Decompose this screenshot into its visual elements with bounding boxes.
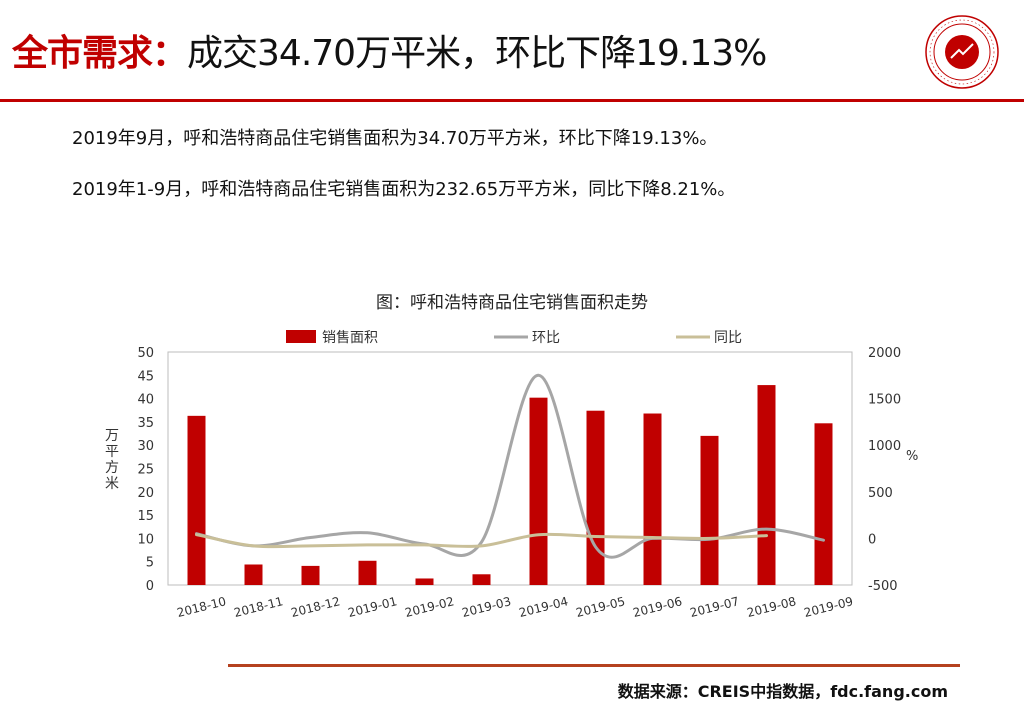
y2-axis-label: % [906,449,918,464]
y-axis-label-char: 方 [105,460,119,476]
x-tick-label: 2018-12 [290,594,342,620]
x-tick-label: 2019-08 [746,594,798,620]
bar-2019-09 [814,423,833,585]
x-tick-label: 2019-06 [632,594,684,620]
x-tick-label: 2019-07 [689,594,741,620]
yoy-line [195,532,768,549]
bar-2019-06 [643,413,662,585]
y-axis-label-char: 平 [105,444,119,460]
plot-area [167,351,853,586]
y-tick-label: 25 [137,463,154,478]
summary-paragraph-ytd: 2019年1-9月，呼和浩特商品住宅销售面积为232.65万平方米，同比下降8.… [72,179,736,200]
footer-divider [228,664,960,667]
china-index-academy-logo [925,15,999,89]
data-source: 数据来源：CREIS中指数据，fdc.fang.com [617,682,948,701]
x-tick-label: 2019-02 [404,594,456,620]
bar-2018-11 [244,564,263,585]
y-axis-label-char: 万 [105,428,119,444]
y2-tick-label: -500 [868,579,898,594]
bar-2018-10 [187,415,206,585]
y-tick-label: 10 [137,532,154,547]
y-tick-label: 15 [137,509,154,524]
x-tick-label: 2019-05 [575,594,627,620]
x-tick-label: 2019-04 [518,594,570,620]
y2-tick-label: 1000 [868,439,901,454]
title-text: 成交34.70万平米，环比下降19.13% [187,33,767,74]
y-tick-label: 35 [137,416,154,431]
y2-tick-label: 0 [868,532,876,547]
bar-2019-03 [472,574,491,585]
legend-sales-label: 销售面积 [322,330,378,346]
y2-tick-label: 1500 [868,393,901,408]
y-tick-label: 40 [137,393,154,408]
y-tick-label: 0 [146,579,154,594]
bar-2019-08 [757,385,776,585]
bar-2018-12 [301,565,320,585]
bar-2019-01 [358,560,377,585]
y2-tick-label: 2000 [868,346,901,361]
y-tick-label: 5 [146,556,154,571]
legend-sales-swatch [286,330,316,343]
y2-tick-label: 500 [868,486,893,501]
x-tick-label: 2018-11 [233,594,285,620]
bar-2019-07 [700,435,719,585]
bar-2019-04 [529,397,548,585]
y-tick-label: 30 [137,439,154,454]
mom-line [195,373,825,559]
x-tick-label: 2019-03 [461,594,513,620]
x-tick-label: 2019-01 [347,594,399,620]
x-tick-label: 2018-10 [176,594,228,620]
y-tick-label: 50 [137,346,154,361]
y-axis-label-char: 米 [105,476,119,492]
y-tick-label: 20 [137,486,154,501]
summary-paragraph-monthly: 2019年9月，呼和浩特商品住宅销售面积为34.70万平方米，环比下降19.13… [72,128,718,149]
x-tick-label: 2019-09 [803,594,855,620]
chart-title: 图：呼和浩特商品住宅销售面积走势 [376,293,648,313]
legend-yoy-label: 同比 [714,330,742,346]
y-tick-label: 45 [137,369,154,384]
page-title: 全市需求：成交34.70万平米，环比下降19.13% [12,26,767,82]
legend-mom-label: 环比 [532,330,560,346]
bar-2019-05 [586,410,605,585]
bar-2019-02 [415,578,434,585]
title-divider [0,99,1024,102]
title-highlight: 全市需求： [12,33,188,74]
